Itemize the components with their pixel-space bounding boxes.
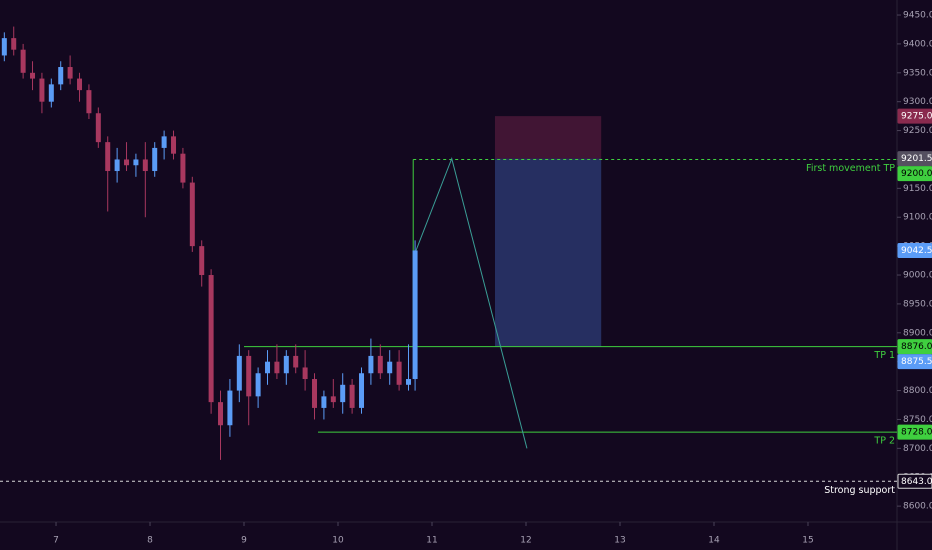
- candle-body: [293, 355, 299, 368]
- y-tick-label: 8900.0: [903, 328, 932, 338]
- candle-body: [359, 373, 365, 408]
- y-tick-label: 9350.0: [903, 68, 932, 78]
- candle-body: [412, 250, 418, 380]
- candle-body: [218, 402, 224, 426]
- y-tick-label: 8700.0: [903, 444, 932, 454]
- x-tick-label: 7: [53, 536, 59, 546]
- candle-body: [199, 246, 205, 276]
- price-label: 9275.0: [901, 112, 932, 122]
- price-label: 8643.0: [901, 477, 932, 487]
- candle-body: [236, 355, 242, 391]
- y-tick-label: 8800.0: [903, 386, 932, 396]
- candle-body: [11, 38, 17, 50]
- candle-body: [246, 355, 252, 397]
- candle-body: [152, 147, 158, 172]
- candle-body: [349, 384, 355, 408]
- candle-body: [265, 361, 271, 374]
- price-label-bg: [897, 339, 932, 355]
- x-tick-label: 15: [802, 536, 813, 546]
- price-label-bg: [897, 242, 932, 258]
- y-tick-label: 9450.0: [903, 11, 932, 21]
- candle-body: [321, 396, 327, 408]
- price-label: 9042.5: [901, 246, 932, 256]
- price-label: 9201.5: [901, 154, 932, 164]
- candle-body: [340, 384, 346, 403]
- level-text: First movement TP: [806, 163, 895, 174]
- candle-body: [180, 153, 186, 183]
- y-tick-label: 9100.0: [903, 213, 932, 223]
- price-label-bg: [897, 424, 932, 440]
- price-label: 9200.0: [901, 169, 932, 179]
- projection-line: [415, 156, 528, 449]
- x-tick-label: 11: [426, 536, 437, 546]
- y-tick-label: 9250.0: [903, 126, 932, 136]
- candle-body: [255, 373, 261, 397]
- y-tick-label: 9000.0: [903, 271, 932, 281]
- level-text: TP 1: [873, 350, 895, 361]
- level-text: TP 2: [873, 436, 895, 447]
- candle-body: [95, 113, 101, 143]
- candle-body: [368, 355, 374, 374]
- y-tick-label: 8600.0: [903, 502, 932, 512]
- x-tick-label: 14: [708, 536, 720, 546]
- stop-zone: [494, 116, 602, 159]
- y-tick-label: 8950.0: [903, 299, 932, 309]
- candle-body: [312, 379, 318, 408]
- candle-body: [105, 142, 111, 172]
- candle-body: [208, 275, 214, 403]
- candle-body: [406, 379, 412, 385]
- x-tick-label: 9: [241, 536, 247, 546]
- candle-body: [124, 159, 130, 166]
- y-tick-label: 9150.0: [903, 184, 932, 194]
- target-zone: [494, 158, 602, 347]
- candle-body: [114, 159, 120, 172]
- candle-body: [1, 38, 7, 56]
- price-label-bg: [897, 473, 932, 489]
- candle-body: [30, 72, 36, 79]
- candle-body: [283, 355, 289, 374]
- candle-body: [171, 136, 177, 154]
- y-tick-label: 8750.0: [903, 415, 932, 425]
- candle-body: [39, 78, 45, 102]
- x-tick-label: 10: [332, 536, 344, 546]
- price-label-bg: [897, 108, 932, 124]
- candle-body: [387, 361, 393, 374]
- x-tick-label: 12: [520, 536, 531, 546]
- candle-body: [58, 67, 64, 85]
- candle-body: [302, 367, 308, 380]
- candle-body: [67, 67, 73, 79]
- candle-body: [77, 78, 83, 91]
- x-tick-label: 8: [147, 536, 153, 546]
- candle-body: [227, 390, 233, 426]
- candle-body: [48, 84, 54, 102]
- price-label-bg: [897, 166, 932, 182]
- price-label-bg: [897, 354, 932, 370]
- price-label-bg: [897, 151, 932, 167]
- candle-body: [377, 355, 383, 374]
- candle-body: [86, 90, 92, 114]
- x-tick-label: 13: [614, 536, 625, 546]
- candle-body: [274, 361, 280, 374]
- candle-body: [396, 361, 402, 385]
- candle-body: [142, 159, 148, 172]
- price-label: 8728.0: [901, 428, 932, 438]
- y-tick-label: 9300.0: [903, 97, 932, 107]
- candle-body: [20, 49, 26, 73]
- y-tick-label: 9400.0: [903, 39, 932, 49]
- candle-body: [161, 136, 167, 148]
- candle-body: [330, 396, 336, 403]
- price-label: 8875.5: [901, 357, 932, 367]
- candle-body: [189, 182, 195, 247]
- level-text: Strong support: [824, 485, 895, 496]
- candle-body: [133, 159, 139, 166]
- price-label: 8876.0: [901, 342, 932, 352]
